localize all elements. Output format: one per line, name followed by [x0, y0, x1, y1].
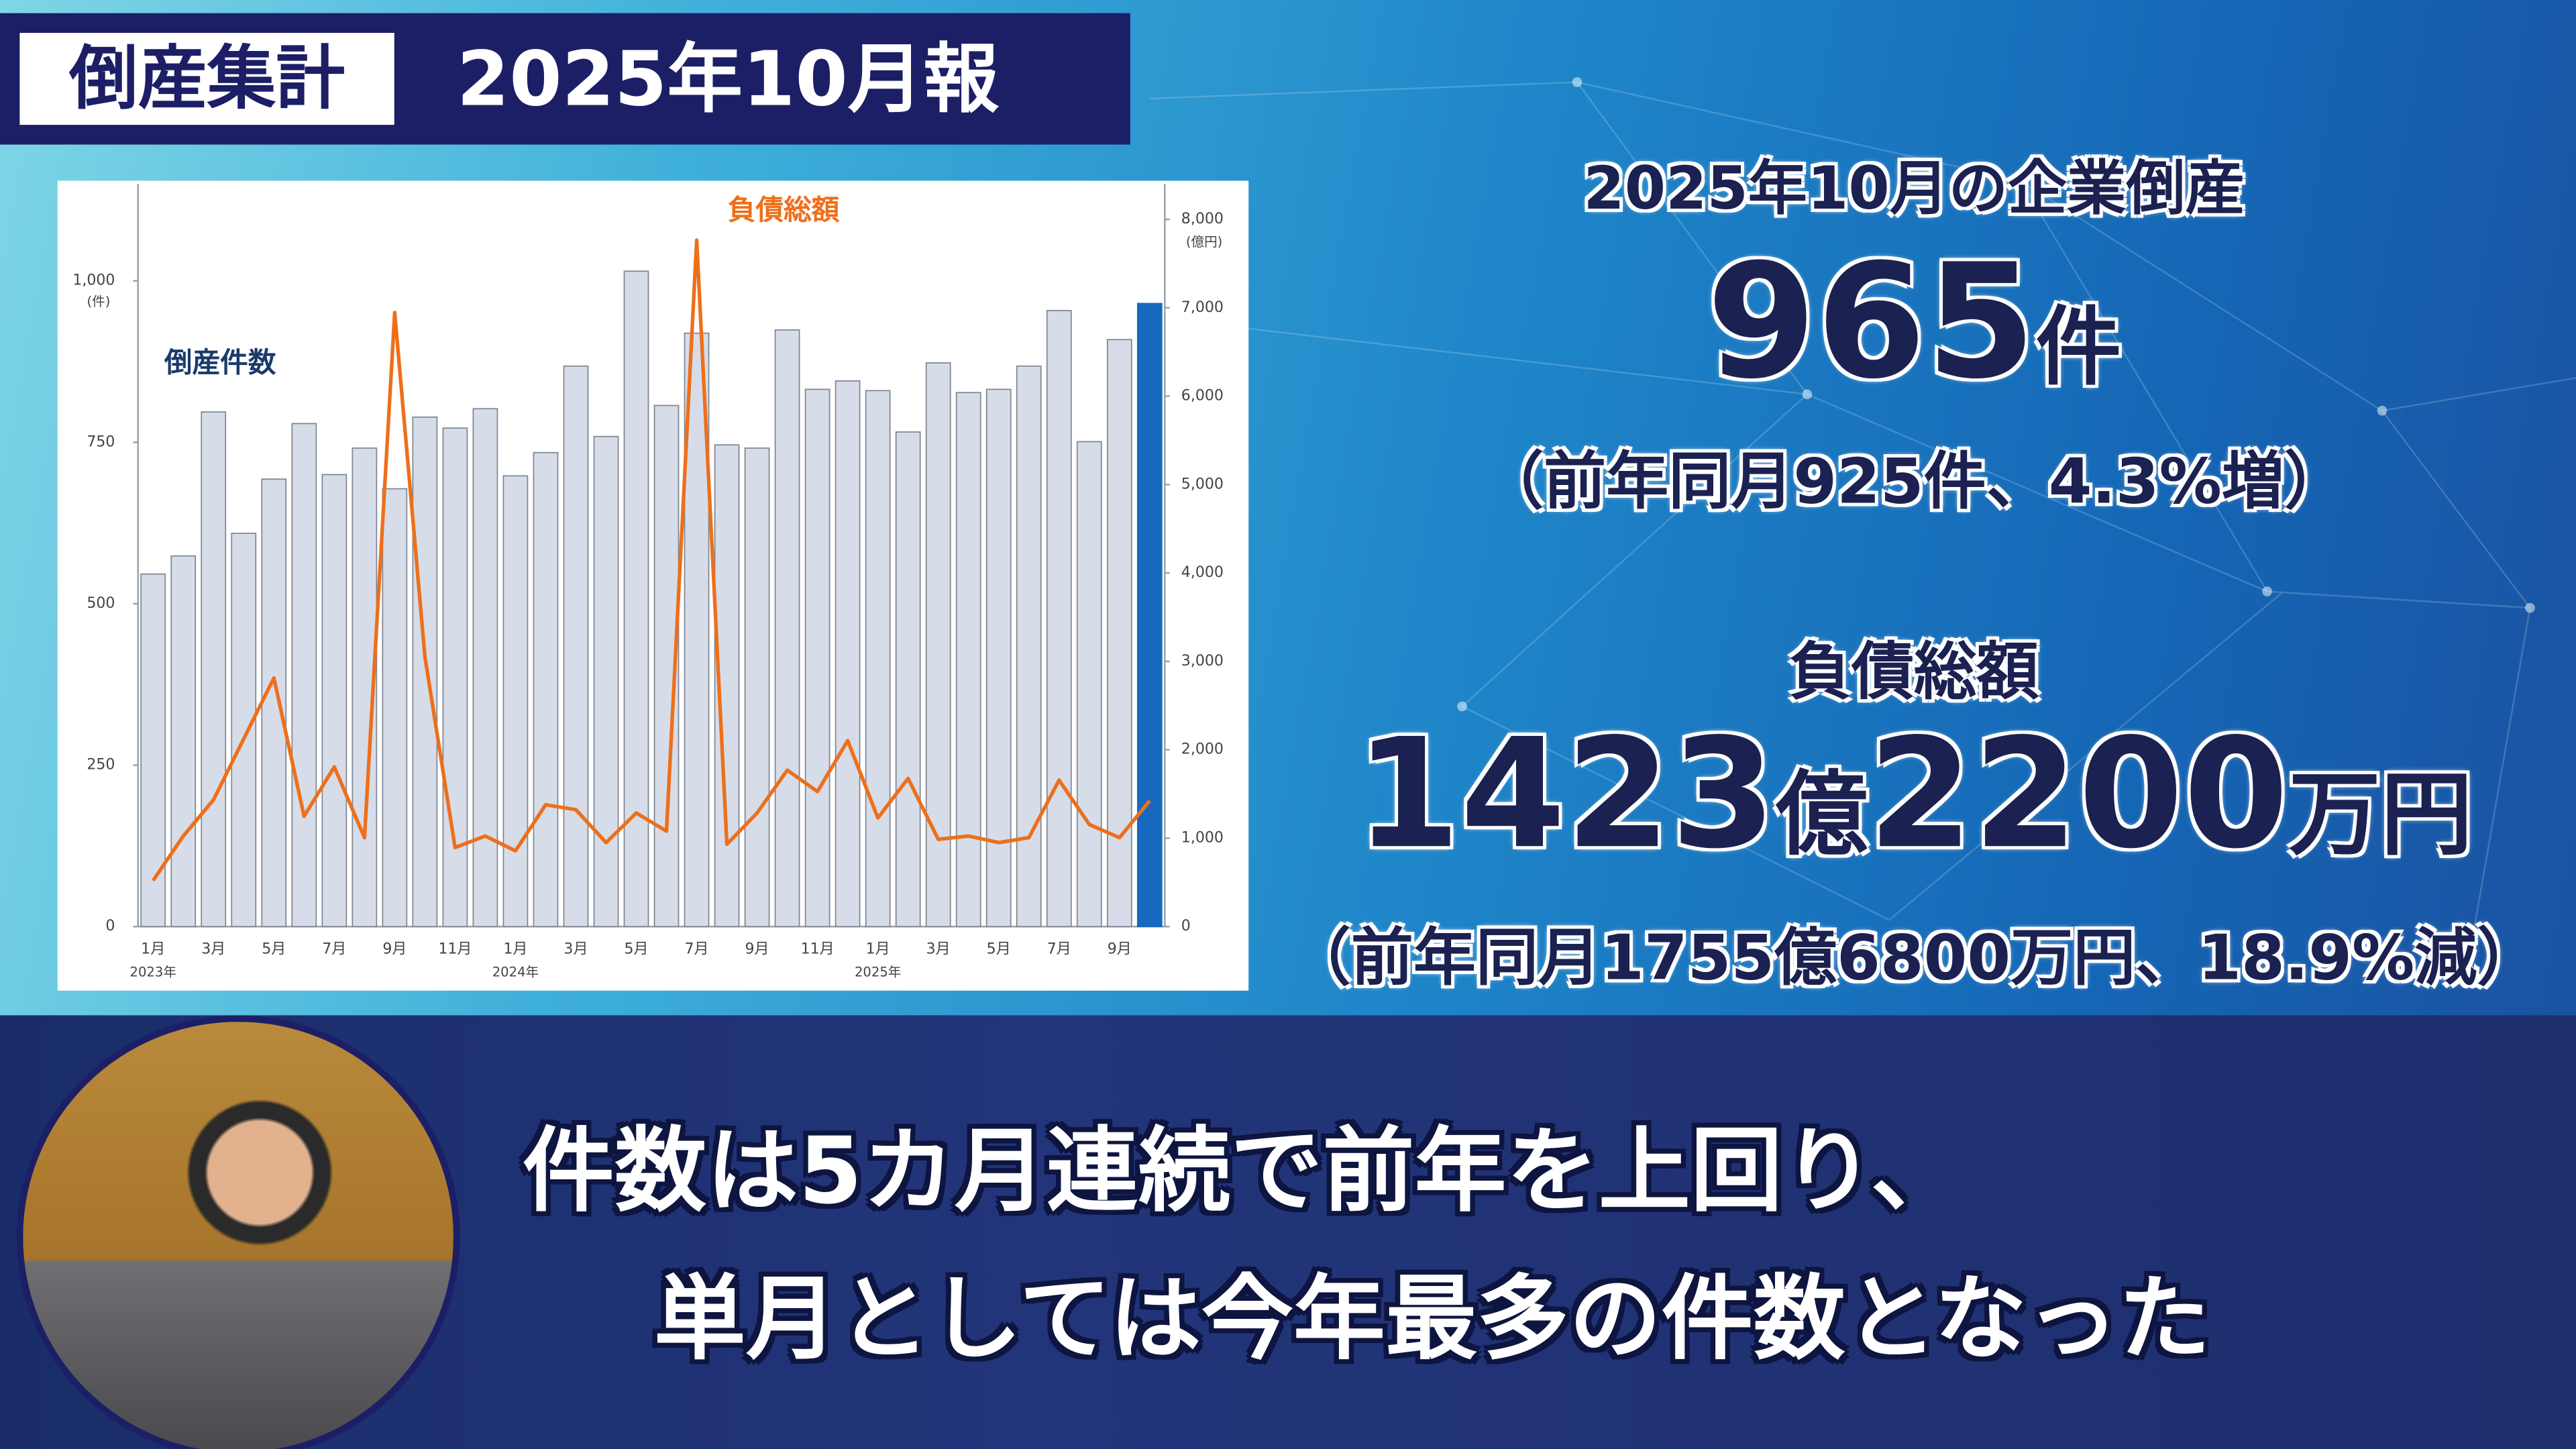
bar [1016, 365, 1042, 928]
header-title: 2025年10月報 [456, 34, 1000, 123]
line [151, 238, 1151, 882]
bar [804, 388, 830, 928]
bar [985, 388, 1012, 928]
x-tick-label: 1月 [866, 941, 890, 958]
x-tick-label: 7月 [685, 941, 709, 958]
bar [563, 365, 589, 928]
tick-label: 1,000 [72, 272, 115, 289]
debt-line: 1423億2200万円 [1248, 706, 2576, 882]
chart: 0 250 500 750 1,000 (件) 0 1,000 2,000 3,000 4,000 5… [72, 184, 1224, 979]
x-tick-label: 3月 [201, 941, 225, 958]
bar [472, 408, 498, 928]
tick-label: 4,000 [1181, 564, 1224, 581]
bar [925, 362, 951, 928]
debt-heading: 負債総額 [1788, 635, 2039, 708]
bar [201, 411, 227, 928]
bar [412, 416, 438, 928]
x-tick-label: 9月 [745, 941, 769, 958]
x-tick-label: 3月 [564, 941, 588, 958]
chart-panel: 0 250 500 750 1,000 (件) 0 1,000 2,000 3,000 4,000 5… [57, 180, 1249, 991]
x-tick-label: 1月 [503, 941, 527, 958]
bar [231, 533, 257, 928]
tick-label: 250 [87, 757, 115, 773]
x-tick-label: 7月 [322, 941, 346, 958]
bar [502, 475, 529, 928]
bar [291, 423, 317, 928]
tick-label: 6,000 [1181, 388, 1224, 405]
count-line: 965件 [1248, 229, 2576, 415]
y-unit: (件) [87, 294, 111, 309]
bar [744, 447, 770, 928]
series-label: 負債総額 [728, 193, 840, 226]
tick-label: 1,000 [1181, 829, 1224, 846]
debt-note: （前年同月1755億6800万円、18.9%減） [1288, 921, 2540, 994]
x-tick-label: 7月 [1047, 941, 1071, 958]
x-tick-label: 5月 [987, 941, 1011, 958]
bar [261, 478, 287, 928]
bar [623, 270, 649, 928]
x-tick-label: 3月 [926, 941, 951, 958]
header-tag: 倒産集計 [19, 32, 394, 125]
x-tick-label: 11月 [801, 941, 835, 958]
summary-heading: 2025年10月の企業倒産 [1583, 156, 2245, 224]
x-tick-label: 5月 [624, 941, 648, 958]
tick-label: 0 [1181, 918, 1191, 934]
debt-part: 2200 [1868, 706, 2289, 883]
presenter-photo [16, 1015, 460, 1449]
bar [774, 329, 800, 928]
x-tick-label: 5月 [262, 941, 286, 958]
x-tick-label: 9月 [382, 941, 407, 958]
tick-label: 0 [105, 918, 115, 934]
tick-label: 7,000 [1181, 299, 1224, 316]
debt-part: 万円 [2288, 762, 2473, 869]
tick-label: 3,000 [1181, 653, 1224, 669]
tick-label: 2,000 [1181, 741, 1224, 758]
bar [170, 555, 197, 928]
tick-label: 750 [87, 433, 115, 450]
tick-label: 5,000 [1181, 476, 1224, 492]
count-unit: 件 [2035, 299, 2122, 398]
debt-part: 1423 [1355, 706, 1776, 883]
bar [593, 435, 619, 928]
bar [533, 451, 559, 928]
bar [442, 427, 468, 928]
caption-line: 単月としては今年最多の件数となった [653, 1267, 2211, 1374]
count-note: （前年同月925件、4.3%増） [1481, 445, 2347, 518]
bar [895, 431, 921, 928]
bar [1136, 303, 1163, 928]
x-year-label: 2025年 [855, 964, 901, 979]
x-tick-label: 1月 [141, 941, 165, 958]
bar [865, 390, 891, 928]
tick-label: 8,000 [1181, 211, 1224, 227]
bar [1046, 310, 1072, 928]
bar [321, 474, 347, 928]
debt-part: 億 [1776, 762, 1868, 869]
x-year-label: 2024年 [492, 964, 539, 979]
bar [835, 380, 861, 928]
x-tick-label: 11月 [438, 941, 472, 958]
bar [955, 392, 981, 928]
bar [140, 573, 166, 928]
header-bar: 倒産集計 2025年10月報 [0, 13, 1130, 145]
y2-unit: (億円) [1186, 234, 1222, 250]
bar [1076, 441, 1102, 928]
series-label: 倒産件数 [164, 346, 276, 379]
tick-label: 500 [87, 595, 115, 612]
x-tick-label: 9月 [1108, 941, 1132, 958]
x-year-label: 2023年 [130, 964, 176, 979]
caption-line: 件数は5カ月連続で前年を上回り、 [522, 1118, 1963, 1226]
bar [382, 488, 408, 928]
count-value: 965 [1706, 229, 2036, 415]
